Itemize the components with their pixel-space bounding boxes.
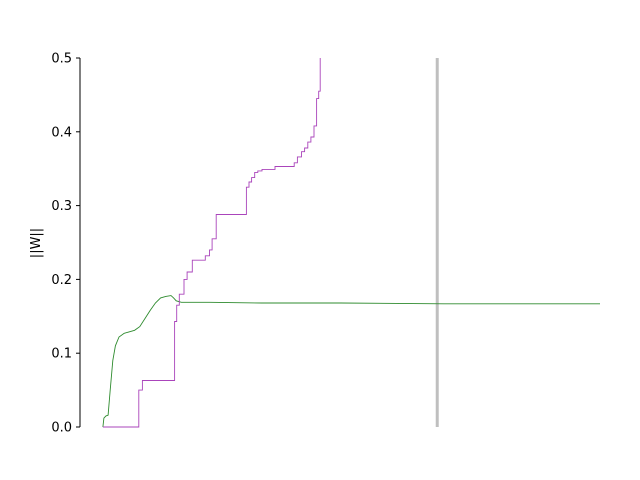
y-tick-label: 0.0 [51, 421, 72, 436]
y-tick-label: 0.1 [51, 347, 72, 362]
y-tick-label: 0.2 [51, 273, 72, 288]
series-0-line [102, 295, 600, 428]
y-tick-label: 0.3 [51, 199, 72, 214]
series-1-line [102, 58, 321, 428]
y-tick-label: 0.5 [51, 52, 72, 67]
series-layer [102, 58, 600, 428]
y-ticks: 0.0 0.1 0.2 0.3 0.4 0.5 [51, 52, 80, 436]
y-axis-label: ||W|| [29, 228, 44, 258]
y-tick-label: 0.4 [51, 125, 72, 140]
